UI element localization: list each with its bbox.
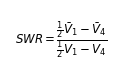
Text: $SWR = \dfrac{\frac{1}{2}\bar{V}_1 - \bar{V}_4}{\frac{1}{2}V_1 - V_4}$: $SWR = \dfrac{\frac{1}{2}\bar{V}_1 - \ba… [15, 19, 108, 61]
